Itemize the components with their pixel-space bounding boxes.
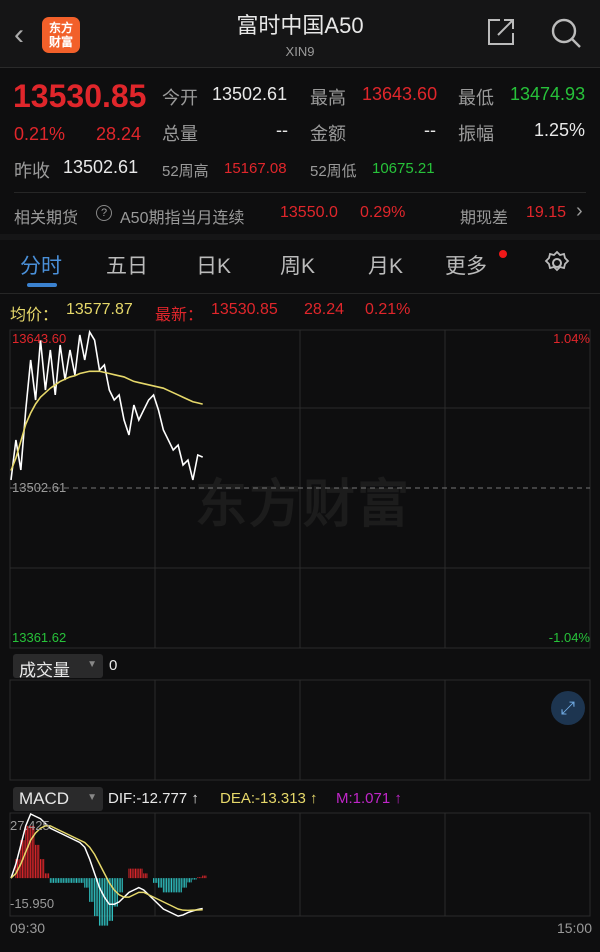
macd-dif: DIF:-12.777 ↑ bbox=[108, 790, 199, 807]
tab-monthly-k[interactable]: 月K bbox=[368, 255, 404, 278]
low-label: 最低 bbox=[458, 88, 494, 108]
time-axis-end: 15:00 bbox=[556, 920, 592, 936]
volume-label: 总量 bbox=[162, 124, 198, 144]
tab-five-day[interactable]: 五日 bbox=[106, 255, 148, 278]
pct-axis-bottom: -1.04% bbox=[548, 630, 590, 645]
high-label: 最高 bbox=[310, 88, 346, 108]
watermark: 东方财富 bbox=[195, 476, 412, 534]
amount-label: 金额 bbox=[310, 124, 346, 144]
amplitude-label: 振幅 bbox=[458, 124, 494, 144]
tab-weekly-k[interactable]: 周K bbox=[280, 255, 316, 278]
last-pct: 0.21% bbox=[365, 301, 411, 318]
time-axis-start: 09:30 bbox=[10, 920, 46, 936]
macd-axis-top: 27.425 bbox=[10, 818, 50, 833]
price-axis-bottom: 13361.62 bbox=[12, 630, 67, 645]
amplitude-value: 1.25% bbox=[534, 120, 586, 140]
last-value: 13530.85 bbox=[211, 301, 278, 318]
volume-selector-label: 成交量 bbox=[19, 661, 70, 680]
price-axis-mid: 13502.61 bbox=[12, 480, 67, 495]
active-tab-indicator bbox=[27, 283, 57, 287]
macd-axis-bottom: -15.950 bbox=[10, 896, 55, 911]
macd-selector-label: MACD bbox=[19, 789, 70, 808]
open-value: 13502.61 bbox=[212, 84, 288, 104]
price-line bbox=[10, 329, 204, 481]
avg-label: 均价： bbox=[10, 307, 59, 324]
w52-low-value: 10675.21 bbox=[372, 160, 435, 177]
tab-daily-k[interactable]: 日K bbox=[196, 255, 232, 278]
low-value: 13474.93 bbox=[510, 84, 586, 104]
share-icon[interactable] bbox=[486, 17, 516, 47]
back-chevron-icon[interactable]: ‹ bbox=[14, 18, 24, 51]
macd-dea: DEA:-13.313 ↑ bbox=[220, 790, 318, 807]
futures-pct: 0.29% bbox=[360, 204, 406, 221]
dropdown-caret-icon: ▼ bbox=[87, 792, 97, 803]
help-icon[interactable]: ? bbox=[96, 205, 112, 221]
macd-dea-line bbox=[10, 825, 203, 912]
w52-low-label: 52周低 bbox=[310, 163, 357, 180]
app-logo[interactable]: 东方 财富 bbox=[42, 17, 80, 53]
last-change: 28.24 bbox=[304, 301, 345, 318]
macd-m: M:1.071 ↑ bbox=[336, 790, 402, 807]
last-price: 13530.85 bbox=[13, 78, 147, 114]
tab-intraday[interactable]: 分时 bbox=[20, 255, 62, 278]
change-value: 28.24 bbox=[96, 124, 142, 144]
basis-label: 期现差 bbox=[460, 210, 509, 227]
basis-value: 19.15 bbox=[526, 204, 567, 221]
macd-indicator-select[interactable]: MACD ▼ bbox=[13, 787, 103, 811]
futures-price: 13550.0 bbox=[280, 204, 338, 221]
dropdown-caret-icon: ▼ bbox=[87, 659, 97, 670]
avg-price-line bbox=[10, 370, 203, 471]
w52-high-label: 52周高 bbox=[162, 163, 209, 180]
volume-indicator-select[interactable]: 成交量 ▼ bbox=[13, 654, 103, 680]
settings-gear-icon[interactable] bbox=[544, 250, 570, 276]
volume-value: 0 bbox=[109, 657, 118, 674]
high-value: 13643.60 bbox=[362, 84, 438, 104]
open-label: 今开 bbox=[162, 88, 198, 108]
price-axis-top: 13643.60 bbox=[12, 331, 67, 346]
header: ‹ 东方 财富 富时中国A50 XIN9 bbox=[0, 0, 600, 68]
change-pct: 0.21% bbox=[14, 124, 66, 144]
chevron-right-icon[interactable]: › bbox=[576, 200, 583, 222]
page-title: 富时中国A50 bbox=[236, 13, 364, 38]
macd-dif-line bbox=[10, 812, 203, 917]
futures-label: 相关期货 bbox=[14, 210, 79, 227]
w52-high-value: 15167.08 bbox=[224, 160, 287, 177]
amount-value: -- bbox=[424, 120, 436, 140]
notification-dot-icon bbox=[499, 250, 507, 258]
volume-value: -- bbox=[276, 120, 288, 140]
last-label: 最新： bbox=[155, 307, 204, 324]
prev-close-label: 昨收 bbox=[14, 161, 50, 181]
avg-value: 13577.87 bbox=[66, 301, 133, 318]
futures-name: A50期指当月连续 bbox=[120, 210, 245, 227]
instrument-code: XIN9 bbox=[285, 44, 315, 59]
pct-axis-top: 1.04% bbox=[553, 331, 590, 346]
tab-more[interactable]: 更多 bbox=[445, 255, 487, 278]
expand-icon[interactable]: ⤢ bbox=[551, 691, 585, 725]
search-icon[interactable] bbox=[550, 17, 582, 49]
prev-close-value: 13502.61 bbox=[63, 157, 139, 177]
